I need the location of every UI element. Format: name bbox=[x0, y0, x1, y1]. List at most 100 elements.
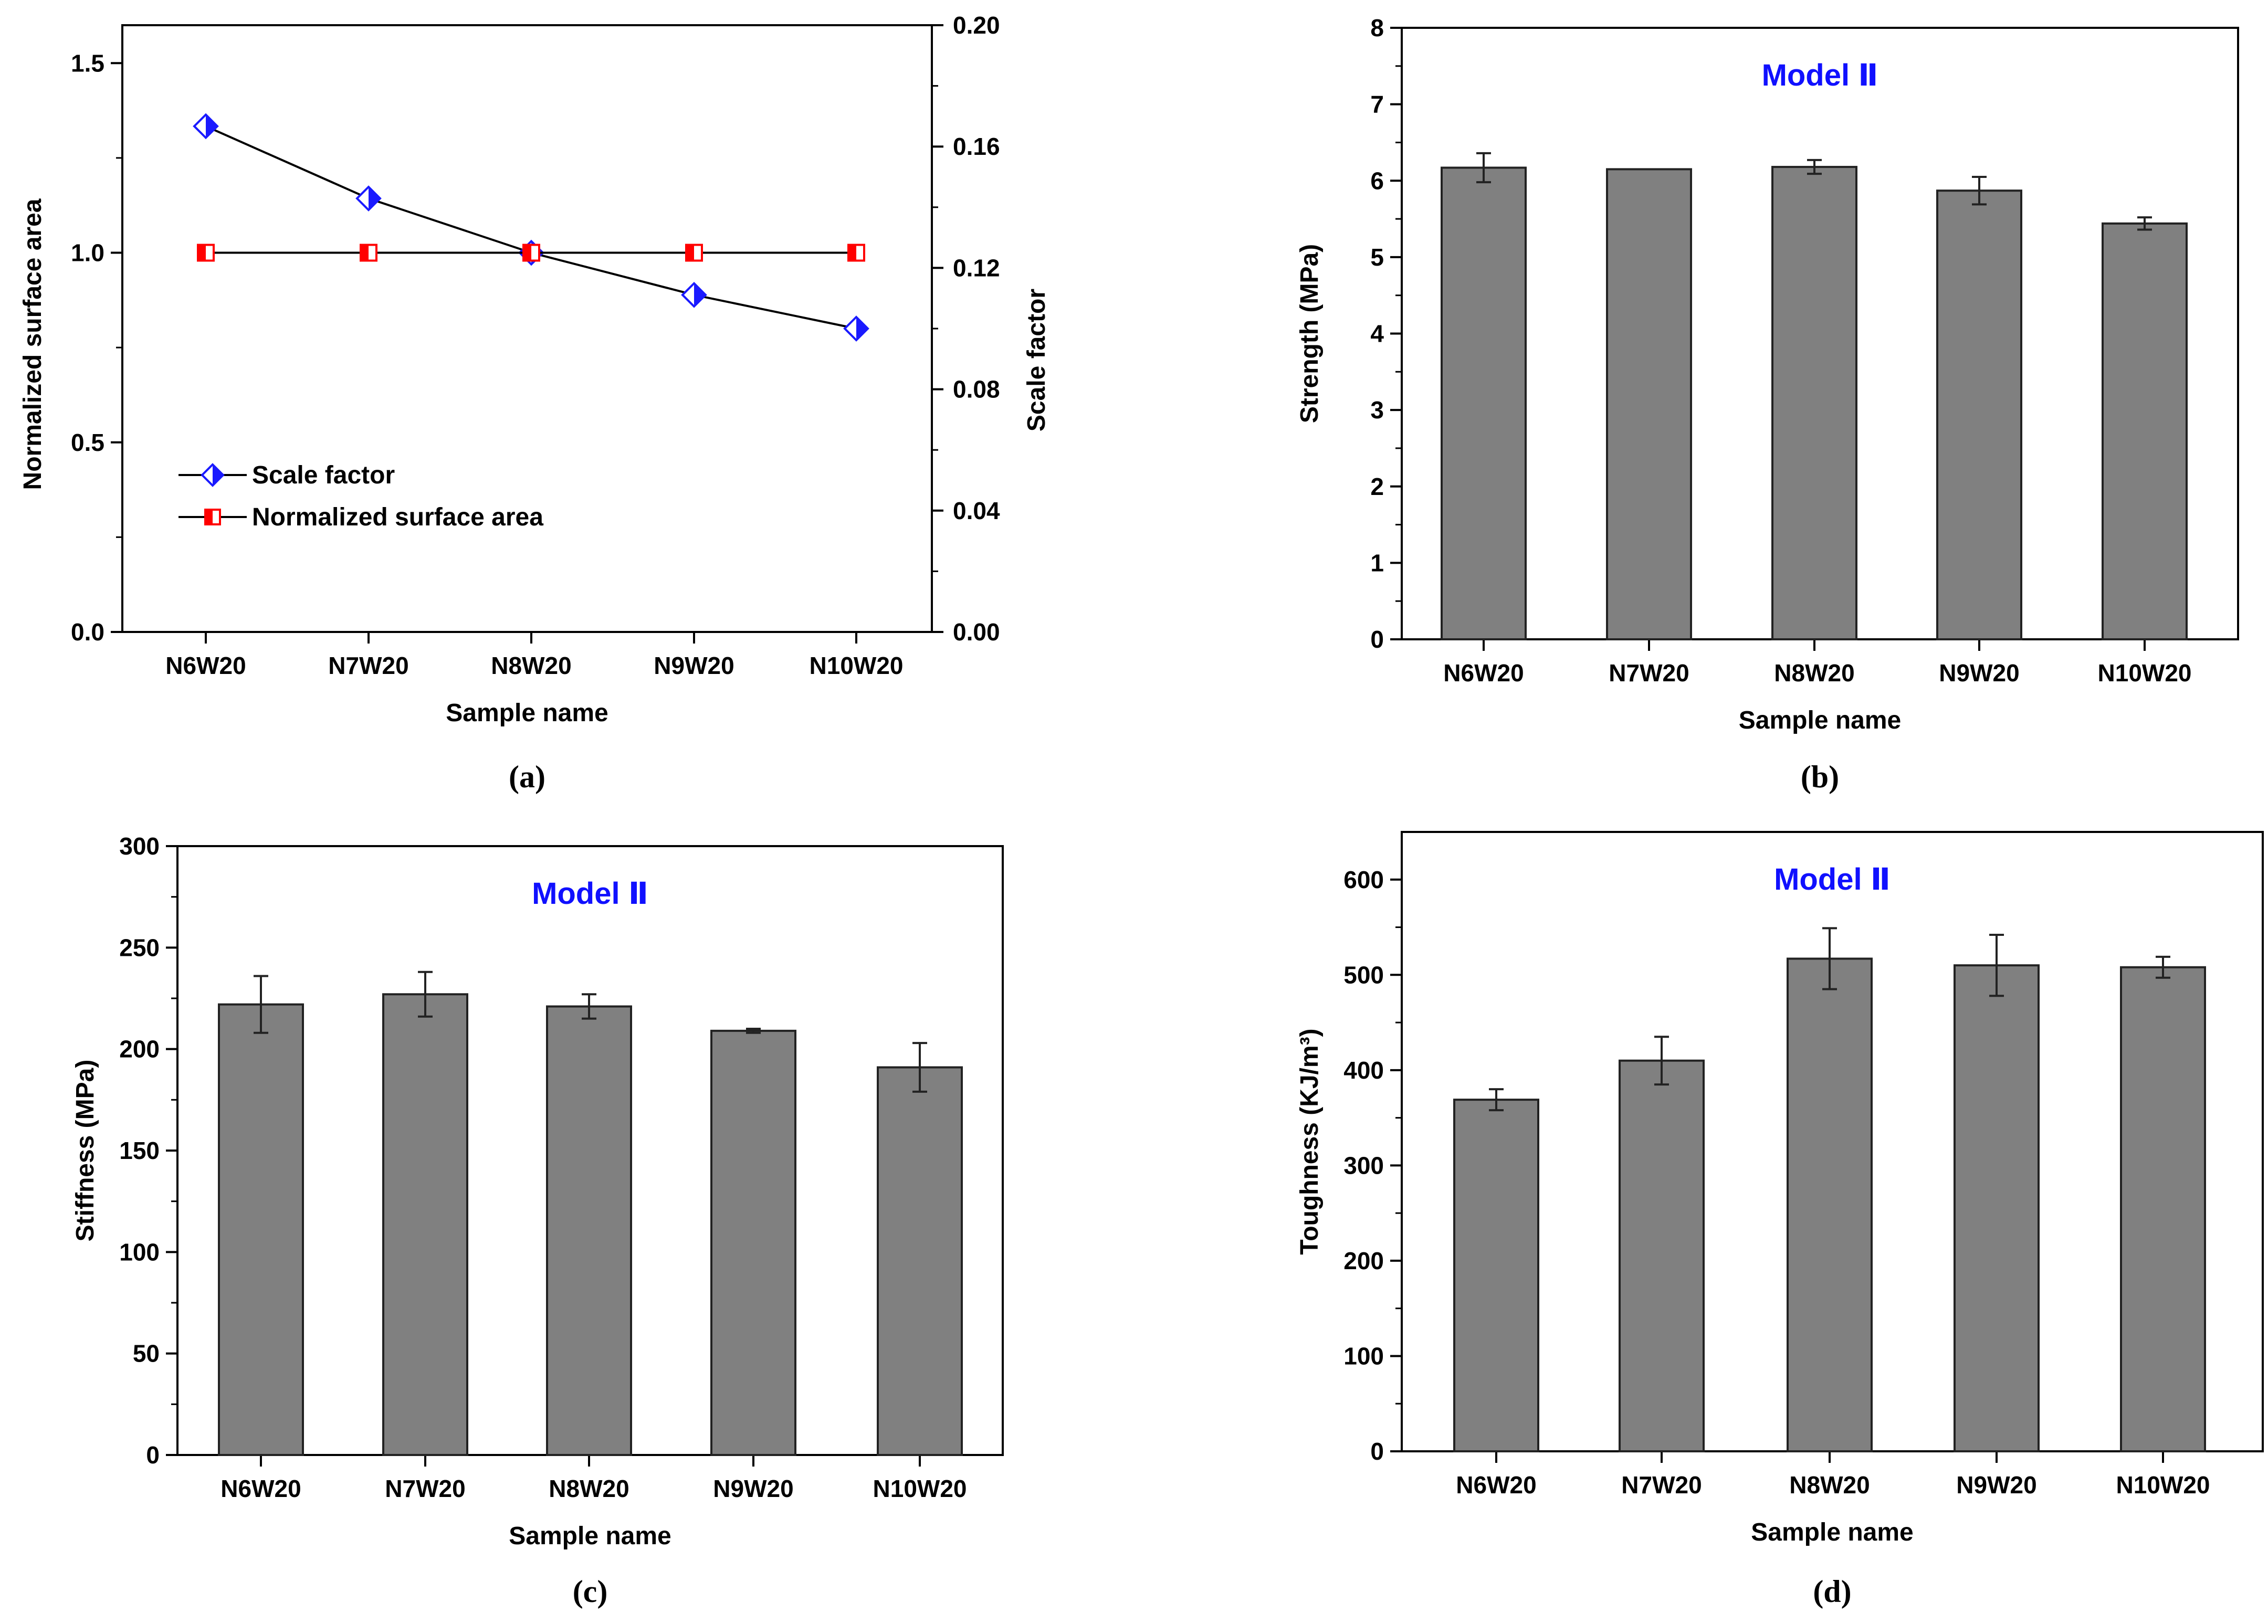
d-y-axis-title: Toughness (KJ/m³) bbox=[1296, 1028, 1324, 1254]
b-x-axis-title: Sample name bbox=[1739, 706, 1901, 734]
a-point-scale-factor-half bbox=[369, 187, 380, 210]
b-bar bbox=[2102, 222, 2188, 640]
c-xtick-label: N9W20 bbox=[713, 1475, 793, 1502]
b-ytick-label: 3 bbox=[1370, 396, 1384, 424]
panel-c-stiffness-bar-chart: 0 50 100 150 200 250 300 N6W20 N7W20 N8W20 N9W20 N1… bbox=[71, 832, 1004, 1609]
d-ytick-label: 200 bbox=[1343, 1247, 1384, 1274]
a-plot-frame bbox=[121, 24, 933, 633]
c-bar bbox=[382, 993, 468, 1457]
d-ytick-label: 300 bbox=[1343, 1152, 1384, 1179]
a-ytick-right-label: 0.16 bbox=[953, 133, 1000, 160]
a-xtick-label: N6W20 bbox=[165, 652, 246, 679]
b-ytick-label: 4 bbox=[1370, 320, 1384, 347]
b-ytick-label: 7 bbox=[1370, 91, 1384, 118]
a-ytick-label: 0.5 bbox=[71, 429, 104, 456]
c-bar bbox=[710, 1029, 796, 1457]
b-ytick-label: 5 bbox=[1370, 244, 1384, 271]
c-ytick-label: 250 bbox=[119, 934, 160, 961]
b-ytick-label: 1 bbox=[1370, 549, 1384, 576]
d-bar bbox=[1954, 964, 2040, 1452]
b-bar bbox=[1606, 168, 1692, 640]
c-xtick-label: N10W20 bbox=[873, 1475, 967, 1502]
d-xtick-label: N8W20 bbox=[1789, 1471, 1870, 1499]
c-chart-title: Model Ⅱ bbox=[532, 877, 648, 911]
c-bar bbox=[877, 1066, 963, 1456]
b-ytick-label: 0 bbox=[1370, 626, 1384, 653]
d-ytick-label: 600 bbox=[1343, 866, 1384, 893]
b-ytick-label: 8 bbox=[1370, 14, 1384, 41]
a-point-surface-area-half bbox=[848, 245, 856, 261]
panel-d-toughness-bar-chart: 0 100 200 300 400 500 600 N6W20 N7W20 N8W20 N9W20 N… bbox=[1296, 831, 2264, 1609]
d-bar bbox=[1453, 1099, 1539, 1452]
a-point-scale-factor-half bbox=[206, 114, 217, 138]
c-ytick-label: 200 bbox=[119, 1036, 160, 1063]
a-series-line-diamond bbox=[205, 125, 857, 330]
c-ytick-label: 150 bbox=[119, 1137, 160, 1164]
a-legend-label: Normalized surface area bbox=[252, 503, 543, 531]
a-point-surface-area-half bbox=[361, 245, 369, 261]
d-chart-title: Model Ⅱ bbox=[1774, 862, 1891, 897]
b-ytick-label: 6 bbox=[1370, 167, 1384, 194]
a-legend-marker-square-half bbox=[205, 510, 213, 524]
b-xtick-label: N7W20 bbox=[1609, 659, 1689, 687]
b-xtick-label: N6W20 bbox=[1443, 659, 1524, 687]
c-ytick-label: 300 bbox=[119, 832, 160, 860]
d-xtick-label: N10W20 bbox=[2116, 1471, 2210, 1499]
a-xtick-label: N9W20 bbox=[654, 652, 734, 679]
a-legend-marker-diamond-half bbox=[213, 465, 223, 486]
c-panel-label: (c) bbox=[573, 1574, 608, 1609]
d-xtick-label: N9W20 bbox=[1956, 1471, 2036, 1499]
a-point-scale-factor-half bbox=[694, 283, 706, 307]
b-bar bbox=[1771, 166, 1857, 641]
b-panel-label: (b) bbox=[1801, 760, 1839, 794]
b-bar bbox=[1936, 189, 2022, 640]
d-panel-label: (d) bbox=[1813, 1574, 1851, 1609]
c-bar bbox=[546, 1005, 632, 1456]
b-ytick-label: 2 bbox=[1370, 473, 1384, 500]
c-bar bbox=[218, 1003, 304, 1456]
a-panel-label: (a) bbox=[509, 760, 545, 794]
c-xtick-label: N7W20 bbox=[385, 1475, 465, 1502]
c-ytick-label: 50 bbox=[133, 1340, 160, 1367]
b-xtick-label: N10W20 bbox=[2098, 659, 2192, 687]
panel-b-strength-bar-chart: 0 1 2 3 4 5 6 7 8 N6W20 N7W20 N8W20 N9W20 N10W20 Sampl… bbox=[1296, 14, 2239, 794]
c-xtick-label: N6W20 bbox=[220, 1475, 301, 1502]
a-point-scale-factor-half bbox=[856, 317, 868, 340]
a-ytick-right-label: 0.08 bbox=[953, 376, 1000, 403]
c-y-axis-title: Stiffness (MPa) bbox=[71, 1060, 99, 1242]
a-point-surface-area-half bbox=[523, 245, 531, 261]
d-bar bbox=[1787, 957, 1873, 1452]
d-xtick-label: N6W20 bbox=[1456, 1471, 1536, 1499]
d-xtick-label: N7W20 bbox=[1621, 1471, 1702, 1499]
c-ytick-label: 0 bbox=[146, 1441, 160, 1469]
d-ytick-label: 0 bbox=[1370, 1438, 1384, 1465]
b-y-axis-title: Strength (MPa) bbox=[1296, 244, 1324, 423]
a-ytick-label: 1.5 bbox=[71, 49, 104, 77]
a-ytick-right-label: 0.20 bbox=[953, 12, 1000, 39]
b-xtick-label: N9W20 bbox=[1939, 659, 2019, 687]
a-ytick-right-label: 0.04 bbox=[953, 497, 1000, 524]
d-ytick-label: 500 bbox=[1343, 961, 1384, 988]
a-xtick-label: N7W20 bbox=[328, 652, 408, 679]
c-x-axis-title: Sample name bbox=[509, 1522, 671, 1550]
c-xtick-label: N8W20 bbox=[549, 1475, 629, 1502]
d-ytick-label: 100 bbox=[1343, 1342, 1384, 1369]
a-xtick-label: N8W20 bbox=[491, 652, 571, 679]
panel-a-line-chart: 0.0 0.5 1.0 1.5 0.00 0.04 0.08 0.12 0.16 0.20 N6W2… bbox=[19, 12, 1051, 794]
a-x-axis-title: Sample name bbox=[446, 699, 608, 727]
a-legend-label: Scale factor bbox=[252, 461, 395, 489]
b-bar bbox=[1441, 166, 1527, 640]
a-point-surface-area-half bbox=[686, 245, 694, 261]
a-ytick-right-label: 0.12 bbox=[953, 254, 1000, 281]
a-y-axis-title: Normalized surface area bbox=[19, 198, 47, 490]
a-ytick-label: 1.0 bbox=[71, 239, 104, 267]
a-ytick-label: 0.0 bbox=[71, 618, 104, 646]
a-xtick-label: N10W20 bbox=[810, 652, 904, 679]
d-bar bbox=[1619, 1059, 1705, 1452]
a-ytick-right-label: 0.00 bbox=[953, 618, 1000, 646]
d-x-axis-title: Sample name bbox=[1751, 1518, 1913, 1546]
d-bar bbox=[2120, 966, 2206, 1453]
c-ytick-label: 100 bbox=[119, 1238, 160, 1266]
a-point-surface-area-half bbox=[198, 245, 206, 261]
